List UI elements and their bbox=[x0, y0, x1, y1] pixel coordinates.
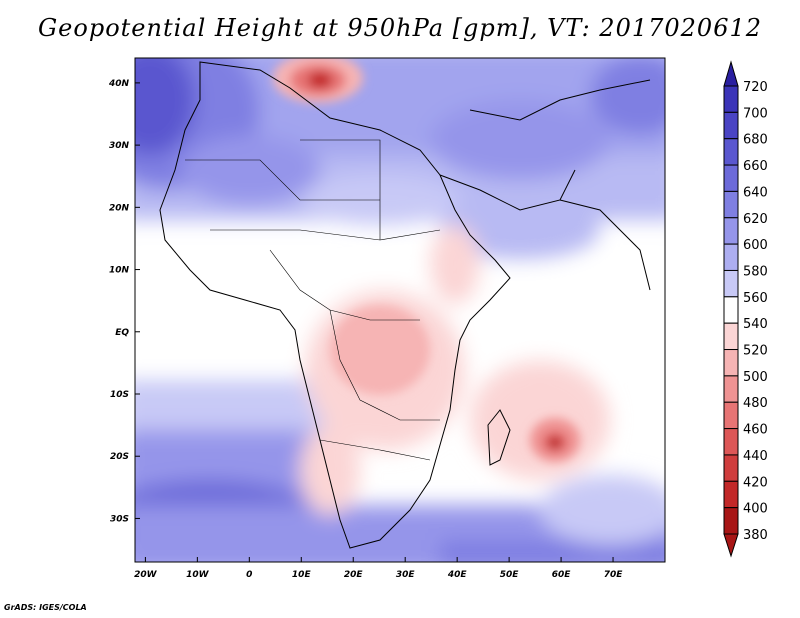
colorbar-label: 380 bbox=[743, 528, 768, 543]
colorbar-label: 500 bbox=[743, 370, 768, 385]
colorbar-label: 680 bbox=[743, 133, 768, 148]
map-frame bbox=[134, 57, 666, 563]
lat-tick-label: 30N bbox=[109, 141, 130, 151]
credit-text: GrADS: IGES/COLA bbox=[4, 603, 87, 612]
colorbar-top-arrow bbox=[723, 60, 739, 87]
lat-tick-label: 20N bbox=[109, 203, 130, 213]
colorbar-label: 580 bbox=[743, 264, 768, 279]
lat-tick-label: 40N bbox=[108, 79, 130, 89]
colorbar-label: 540 bbox=[743, 317, 768, 332]
colorbar-bottom-arrow bbox=[723, 533, 739, 558]
colorbar-label: 700 bbox=[743, 106, 768, 121]
latitude-axis: 40N 30N 20N 10N EQ 10S 20S 30S bbox=[108, 79, 140, 524]
lon-tick-label: 20E bbox=[344, 570, 364, 580]
colorbar-label: 520 bbox=[743, 344, 768, 359]
colorbar-segment bbox=[723, 480, 739, 509]
lat-tick-label: 10N bbox=[109, 266, 130, 276]
colorbar-segment bbox=[723, 243, 739, 271]
colorbar-segment bbox=[723, 85, 739, 113]
lon-tick-label: 50E bbox=[500, 570, 520, 580]
colorbar-label: 720 bbox=[743, 80, 768, 95]
lat-tick-label: 30S bbox=[110, 514, 129, 524]
lat-tick-label: 10S bbox=[110, 390, 129, 400]
colorbar-segment bbox=[723, 296, 739, 324]
lon-tick-label: 10W bbox=[186, 570, 210, 580]
colorbar-segment bbox=[723, 164, 739, 192]
colorbar-label: 640 bbox=[743, 185, 768, 200]
lat-tick-label: 20S bbox=[110, 452, 129, 462]
colorbar-segment bbox=[723, 401, 739, 430]
colorbar-segment bbox=[723, 217, 739, 245]
colorbar-segment bbox=[723, 111, 739, 140]
colorbar-label: 660 bbox=[743, 159, 768, 174]
colorbar-label: 600 bbox=[743, 238, 768, 253]
colorbar-segment bbox=[723, 375, 739, 403]
chart-title: Geopotential Height at 950hPa [gpm], VT:… bbox=[38, 14, 762, 42]
lon-tick-label: 10E bbox=[292, 570, 312, 580]
colorbar-label: 480 bbox=[743, 396, 768, 411]
colorbar-segment bbox=[723, 349, 739, 377]
colorbar-segment bbox=[723, 269, 739, 298]
height-field bbox=[135, 58, 665, 562]
lon-tick-label: 0 bbox=[246, 570, 252, 580]
colorbar-segment bbox=[723, 322, 739, 351]
colorbar-label: 560 bbox=[743, 291, 768, 306]
lon-tick-label: 20W bbox=[134, 570, 158, 580]
lon-tick-label: 40E bbox=[447, 570, 468, 580]
lon-tick-label: 30E bbox=[396, 570, 416, 580]
lon-tick-label: 60E bbox=[552, 570, 572, 580]
colorbar-label: 460 bbox=[743, 423, 768, 438]
colorbar: 720 700 680 660 640 620 600 580 560 540 520 500 480 4… bbox=[723, 60, 768, 558]
colorbar-label: 420 bbox=[743, 475, 768, 490]
lat-tick-label: EQ bbox=[115, 328, 129, 338]
colorbar-segment bbox=[723, 507, 739, 535]
longitude-axis: 20W 10W 0 10E 20E 30E 40E 50E 60E 70E bbox=[134, 557, 623, 580]
colorbar-segment bbox=[723, 454, 739, 482]
colorbar-label: 620 bbox=[743, 212, 768, 227]
colorbar-segment bbox=[723, 138, 739, 166]
coastline bbox=[159, 61, 651, 549]
colorbar-segment bbox=[723, 428, 739, 456]
colorbar-label: 400 bbox=[743, 502, 768, 517]
colorbar-segment bbox=[723, 190, 739, 219]
country-borders bbox=[185, 139, 441, 461]
colorbar-label: 440 bbox=[743, 449, 768, 464]
lon-tick-label: 70E bbox=[604, 570, 624, 580]
